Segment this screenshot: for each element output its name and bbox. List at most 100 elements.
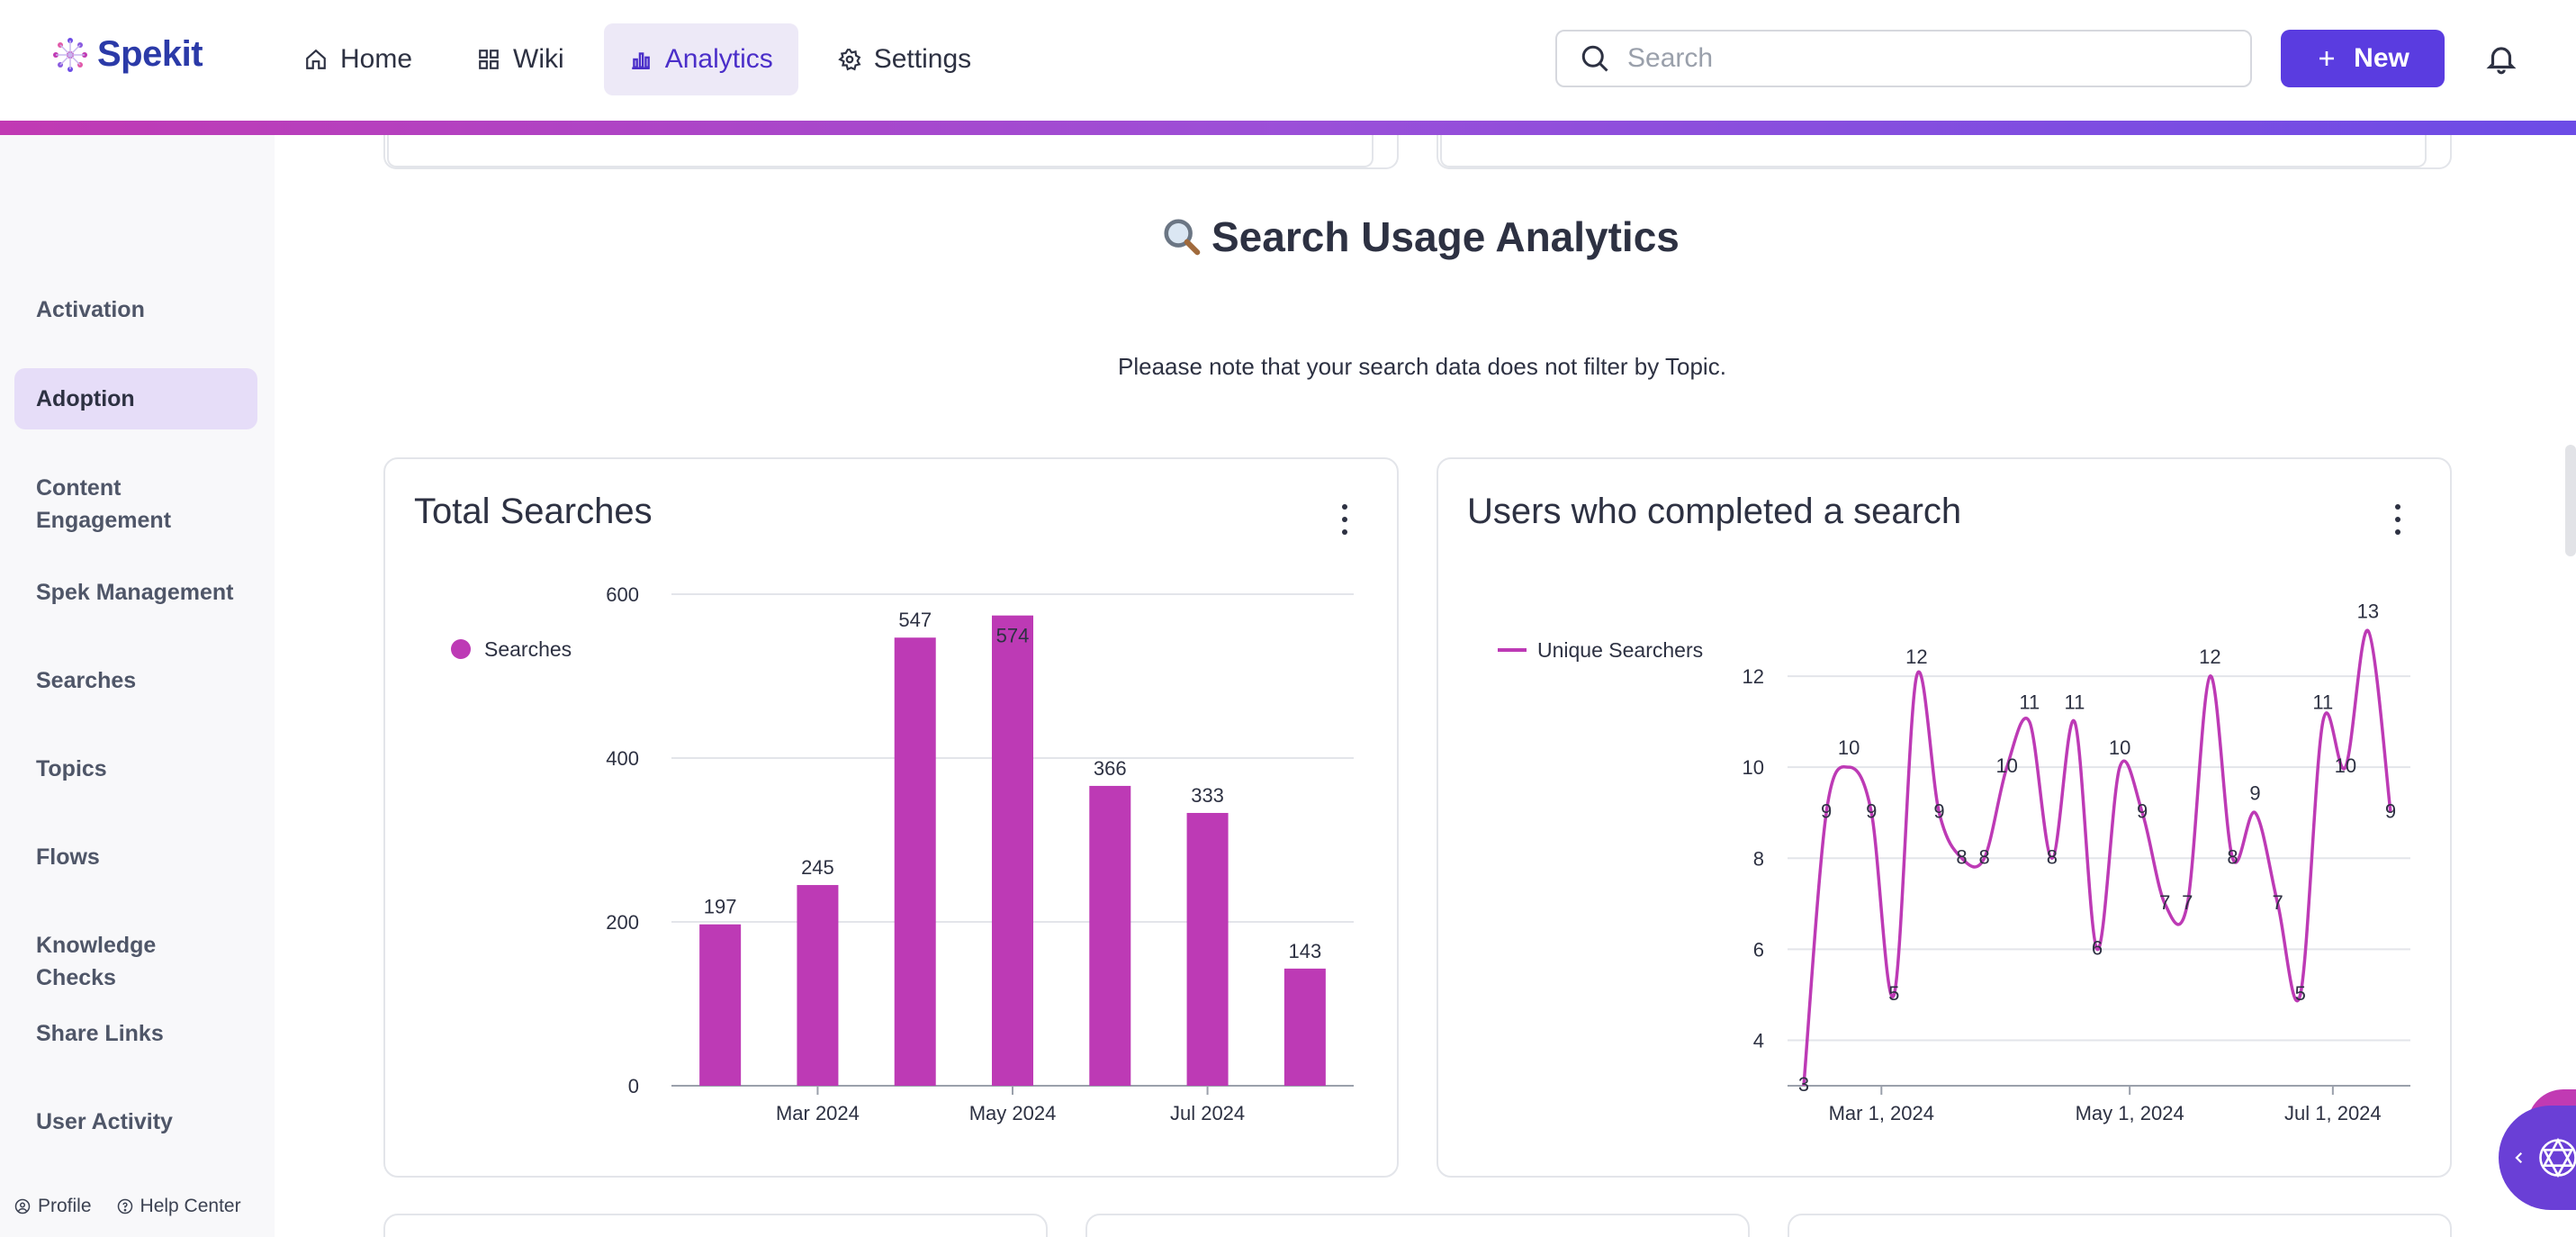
sidebar-footer: Profile Help Center (14, 1196, 241, 1217)
legend-label: Unique Searchers (1537, 638, 1703, 662)
series-line (1802, 628, 2392, 1087)
nav-analytics[interactable]: Analytics (603, 23, 798, 95)
y-tick-label: 10 (1743, 756, 1764, 779)
users-search-card: Users who completed a search 4 6 8 10 12 3 9 10… (1437, 457, 2452, 1178)
data-label: 8 (2227, 845, 2238, 868)
x-tick-label: Jul 1, 2024 (2284, 1102, 2382, 1124)
previous-card-left (383, 135, 1399, 169)
x-tick-label: May 1, 2024 (2076, 1102, 2184, 1124)
nav-home[interactable]: Home (279, 23, 437, 95)
profile-link[interactable]: Profile (14, 1196, 92, 1217)
data-label: 12 (1905, 646, 1927, 668)
total-searches-card: Total Searches 0 200 400 600 197 245 547 574 366… (383, 457, 1399, 1178)
data-label: 10 (2109, 736, 2130, 759)
sidebar-item-label: Adoption (36, 386, 135, 411)
sidebar-item-searches[interactable]: Searches (14, 664, 257, 697)
y-tick-label: 12 (1743, 665, 1764, 688)
page-scrollbar-thumb[interactable] (2565, 445, 2576, 556)
y-tick-label: 0 (628, 1075, 639, 1097)
sidebar-item-spek-management[interactable]: Spek Management (14, 576, 257, 609)
profile-label: Profile (38, 1196, 92, 1216)
search-data-note: Pleaase note that your search data does … (1118, 353, 1726, 380)
sidebar-item-label: User Activity (36, 1109, 173, 1134)
data-label: 197 (704, 896, 737, 918)
data-label: 11 (2312, 691, 2333, 714)
y-tick-label: 4 (1753, 1029, 1764, 1052)
sidebar-item-label: Share Links (36, 1021, 164, 1046)
sidebar-item-label: Knowledge Checks (36, 933, 157, 990)
bar (1186, 812, 1229, 1086)
bar (797, 885, 839, 1086)
sidebar-item-adoption[interactable]: Adoption (14, 368, 257, 429)
grid-icon (479, 50, 499, 69)
new-button-label: New (2354, 43, 2409, 73)
top-navigation-bar: Spekit Home Wiki Analytics Settings (0, 0, 2576, 121)
total-searches-title: Total Searches (414, 492, 653, 531)
y-tick-label: 400 (606, 747, 639, 770)
data-label: 8 (2047, 845, 2058, 868)
bar (894, 637, 936, 1086)
search-icon (1581, 45, 1608, 72)
data-label: 9 (2249, 782, 2260, 805)
data-label: 7 (2272, 891, 2283, 914)
search-input[interactable] (1627, 43, 2239, 74)
dot-icon (2395, 529, 2400, 535)
previous-table-right (1440, 135, 2427, 167)
sidebar-item-user-activity[interactable]: User Activity (14, 1106, 257, 1138)
sidebar-item-knowledge-checks[interactable]: Knowledge Checks (14, 929, 257, 994)
bell-icon (2486, 47, 2517, 75)
data-label: 366 (1094, 757, 1127, 780)
nav-wiki[interactable]: Wiki (452, 23, 590, 95)
data-label: 9 (1821, 800, 1832, 823)
previous-table-left (387, 135, 1374, 167)
home-icon (306, 49, 326, 69)
next-card-1 (383, 1214, 1048, 1237)
bar (992, 615, 1033, 1086)
next-card-2 (1085, 1214, 1750, 1237)
data-label: 11 (2019, 691, 2040, 714)
user-circle-icon (14, 1198, 31, 1214)
sidebar-item-share-links[interactable]: Share Links (14, 1017, 257, 1050)
sidebar-item-label: Searches (36, 668, 137, 693)
y-tick-label: 200 (606, 911, 639, 934)
spekit-logo-icon (53, 37, 87, 72)
sidebar-item-topics[interactable]: Topics (14, 753, 257, 785)
help-center-link[interactable]: Help Center (117, 1196, 241, 1217)
data-label: 10 (1838, 736, 1860, 759)
help-center-label: Help Center (140, 1196, 241, 1216)
nav-settings-label: Settings (873, 44, 972, 74)
assistant-widget-button[interactable] (2499, 1106, 2576, 1210)
users-search-menu-button[interactable] (2389, 504, 2407, 535)
legend-marker (451, 639, 471, 659)
dot-icon (2395, 504, 2400, 510)
nav-analytics-label: Analytics (664, 44, 773, 74)
network-icon (2539, 1137, 2576, 1178)
nav-settings[interactable]: Settings (813, 23, 996, 95)
users-search-title: Users who completed a search (1467, 492, 1962, 531)
main-nav: Home Wiki Analytics Settings (279, 23, 996, 95)
y-tick-label: 6 (1753, 938, 1764, 961)
data-label: 547 (898, 609, 932, 631)
data-label: 8 (1956, 845, 1967, 868)
sidebar-item-content-engagement[interactable]: Content Engagement (14, 472, 221, 537)
logo-text: Spekit (97, 34, 203, 74)
notifications-button[interactable] (2484, 41, 2518, 80)
data-label: 245 (801, 856, 834, 879)
x-tick-label: Jul 2024 (1170, 1102, 1245, 1124)
data-label: 12 (2199, 646, 2220, 668)
data-label: 7 (2159, 891, 2170, 914)
data-label: 3 (1798, 1073, 1809, 1096)
dot-icon (2395, 517, 2400, 522)
x-tick-label: May 2024 (969, 1102, 1057, 1124)
sidebar-item-flows[interactable]: Flows (14, 841, 257, 873)
data-label: 10 (2335, 754, 2356, 777)
data-label: 9 (2385, 800, 2396, 823)
sidebar-item-activation[interactable]: Activation (14, 293, 257, 326)
search-box[interactable] (1555, 30, 2252, 87)
new-button[interactable]: New (2281, 30, 2445, 87)
total-searches-menu-button[interactable] (1336, 504, 1354, 535)
data-label: 9 (2137, 800, 2148, 823)
data-label: 11 (2065, 691, 2085, 714)
spekit-logo[interactable]: Spekit (50, 34, 203, 75)
